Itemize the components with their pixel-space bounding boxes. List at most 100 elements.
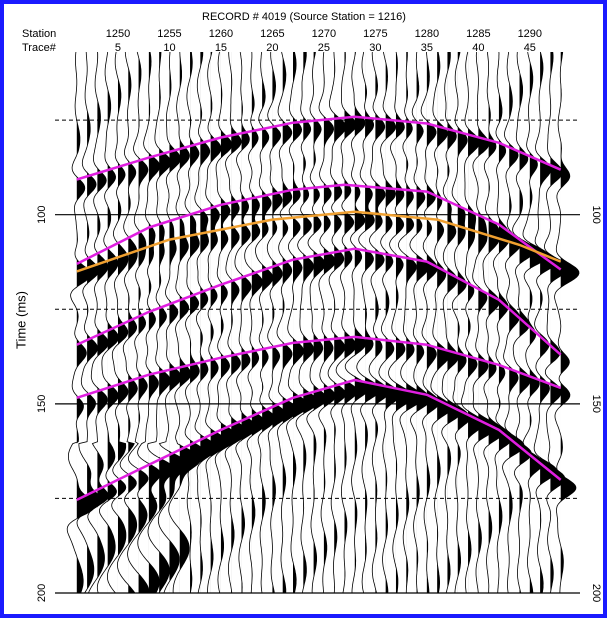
wiggle-fill	[540, 52, 558, 593]
wiggle-trace	[255, 51, 277, 594]
wiggle-fill	[107, 52, 119, 593]
station-label: 1255	[157, 28, 181, 40]
wiggle-fill	[220, 52, 239, 593]
wiggle-fill	[200, 52, 217, 593]
wiggle-trace	[409, 51, 432, 594]
station-label: 1280	[415, 28, 439, 40]
station-label: 1290	[518, 28, 542, 40]
wiggle-trace	[522, 51, 549, 594]
wiggle-fill	[550, 52, 569, 593]
wiggle-fill	[76, 52, 95, 593]
wiggle-trace	[224, 52, 249, 594]
y-tick-label-right: 200	[590, 584, 602, 602]
wiggle-fill	[478, 52, 496, 593]
wiggle-trace	[127, 51, 150, 594]
wiggle-trace	[276, 51, 299, 593]
wiggle-fill	[138, 52, 150, 593]
wiggle-fill	[519, 52, 536, 593]
pick-line	[76, 247, 562, 356]
y-tick-label: 200	[36, 584, 48, 602]
y-tick-label: 100	[36, 205, 48, 223]
wiggle-trace	[356, 51, 381, 594]
pick-line	[76, 335, 562, 399]
station-label: 1250	[106, 28, 130, 40]
wiggle-trace	[194, 52, 218, 594]
wiggle-trace	[286, 51, 309, 594]
wiggle-fill	[323, 52, 336, 593]
pick-line	[76, 115, 562, 181]
wiggle-trace	[318, 51, 336, 594]
wiggle-trace	[327, 51, 347, 594]
wiggle-trace	[344, 51, 370, 593]
y-tick-label: 150	[36, 395, 48, 413]
wiggle-trace	[441, 51, 462, 594]
x-row-label: Trace#	[22, 42, 57, 54]
wiggle-trace	[184, 51, 206, 594]
wiggle-trace	[502, 51, 525, 594]
station-label: 1265	[260, 28, 284, 40]
wiggle-trace	[147, 51, 175, 594]
wiggle-trace	[107, 51, 129, 594]
x-tick-label: 40	[472, 42, 484, 54]
pick-line	[76, 210, 562, 273]
wiggle-fill	[395, 52, 413, 593]
wiggle-fill	[128, 52, 138, 593]
x-tick-label: 10	[163, 42, 175, 54]
wiggle-fill	[97, 52, 109, 593]
wiggle-trace	[234, 51, 257, 594]
wiggle-trace	[306, 51, 328, 594]
wiggle-trace	[543, 51, 570, 594]
station-label: 1275	[363, 28, 387, 40]
overlay: 100 100 150 150 200 200	[36, 115, 602, 602]
y-tick-label-right: 100	[590, 205, 602, 223]
wiggle-trace	[116, 51, 138, 594]
wiggle-trace	[472, 52, 497, 594]
wiggle-trace	[266, 52, 287, 594]
x-tick-label: 15	[215, 42, 227, 54]
x-tick-label: 45	[524, 42, 536, 54]
y-axis-label: Time (ms)	[13, 291, 28, 349]
wiggle-fill	[179, 52, 201, 593]
wiggle-fill	[190, 52, 206, 593]
wiggle-fill	[210, 52, 228, 593]
x-tick-label: 30	[369, 42, 381, 54]
wiggle-fill	[344, 52, 358, 593]
wiggle-trace	[168, 51, 202, 594]
wiggle-fill	[509, 52, 525, 593]
wiggle-trace	[96, 51, 120, 594]
wiggle-trace	[157, 51, 188, 594]
wiggle-trace	[295, 52, 319, 594]
x-tick-label: 5	[115, 42, 121, 54]
wiggle-trace	[554, 51, 580, 593]
wiggle-trace	[244, 51, 267, 594]
x-tick-label: 20	[266, 42, 278, 54]
wiggle-trace	[533, 51, 558, 594]
wiggle-fill	[159, 52, 174, 593]
x-tick-label: 25	[318, 42, 330, 54]
pick-line	[76, 378, 562, 502]
x-row-label: Station	[22, 28, 56, 40]
wiggle-fill	[231, 52, 248, 593]
wiggle-trace	[397, 52, 424, 593]
wiggle-fill	[87, 52, 102, 593]
y-tick-label-right: 150	[590, 395, 602, 413]
wiggle-trace	[205, 51, 229, 594]
wiggle-fill	[334, 52, 346, 593]
wiggle-trace	[378, 51, 401, 593]
wiggle-fill	[251, 52, 266, 593]
chart-title: RECORD # 4019 (Source Station = 1216)	[202, 11, 406, 23]
station-label: 1260	[209, 28, 233, 40]
wiggle-trace	[492, 51, 514, 594]
wiggle-trace	[87, 51, 109, 594]
wiggle-trace	[388, 51, 414, 594]
wiggle-fill	[498, 52, 513, 593]
pick-line	[76, 183, 562, 271]
wiggle-fill	[169, 52, 188, 593]
wiggle-fill	[560, 52, 579, 593]
wiggle-trace	[451, 51, 471, 594]
wiggle-trace	[137, 51, 162, 594]
station-label: 1270	[312, 28, 336, 40]
wiggle-trace	[420, 51, 440, 594]
